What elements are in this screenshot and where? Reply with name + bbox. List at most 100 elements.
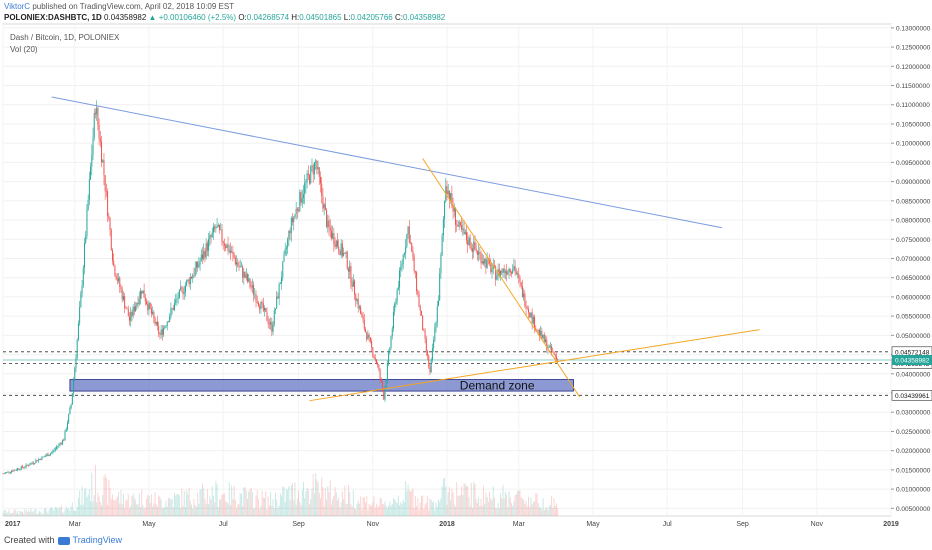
candle-body — [537, 329, 539, 331]
candle-body — [312, 165, 314, 175]
candle-body — [154, 318, 156, 325]
candle-body — [138, 298, 140, 305]
candle-body — [392, 311, 394, 329]
candle-body — [53, 450, 55, 451]
candle-body — [328, 220, 330, 228]
volume-bar — [299, 501, 301, 516]
last-price-tag-label: 0.04358982 — [895, 357, 930, 364]
volume-bar — [169, 497, 171, 516]
candle-body — [408, 226, 410, 243]
candle-body — [509, 268, 511, 273]
volume-bar — [330, 504, 332, 516]
candle-body — [104, 175, 106, 192]
volume-bar — [425, 502, 427, 516]
candle-body — [160, 329, 162, 335]
volume-bar — [210, 499, 212, 516]
volume-bar — [401, 503, 403, 516]
volume-bar — [292, 483, 294, 516]
volume-bar — [429, 498, 431, 516]
candle-body — [25, 464, 27, 468]
volume-bar — [13, 510, 15, 516]
candle-body — [49, 453, 51, 456]
volume-bar — [343, 499, 345, 516]
volume-bar — [195, 506, 197, 516]
candle-body — [210, 235, 212, 238]
candle-body — [420, 310, 422, 316]
candle-body — [220, 229, 222, 230]
candle-body — [355, 294, 357, 301]
volume-bar — [532, 501, 534, 516]
candle-body — [439, 273, 441, 301]
volume-bar — [434, 510, 436, 516]
candle-body — [114, 265, 116, 276]
candle-body — [410, 242, 412, 244]
volume-bar — [216, 484, 218, 516]
volume-bar — [154, 492, 156, 516]
level-tag-label: 0.04572148 — [895, 349, 930, 356]
candle-body — [141, 290, 143, 294]
y-tick-label: 0.01500000 — [896, 467, 931, 474]
candle-body — [188, 279, 190, 285]
volume-bar — [199, 489, 201, 516]
volume-bar — [339, 507, 341, 516]
candle-body — [403, 253, 405, 255]
volume-bar — [502, 484, 504, 516]
volume-bar — [355, 509, 357, 516]
candle-body — [532, 316, 534, 324]
volume-bar — [147, 495, 149, 516]
volume-bar — [513, 501, 515, 516]
volume-bar — [294, 482, 296, 516]
candle-body — [503, 268, 505, 273]
volume-bar — [236, 508, 238, 516]
candle-body — [88, 179, 90, 200]
volume-bar — [344, 485, 346, 516]
volume-bar — [198, 503, 200, 516]
tradingview-brand-link[interactable]: TradingView — [72, 535, 123, 545]
candle-body — [29, 464, 31, 466]
volume-bar — [212, 495, 214, 516]
candle-body — [37, 459, 39, 462]
candle-body — [231, 251, 233, 253]
candle-body — [216, 226, 218, 228]
candle-body — [462, 228, 464, 230]
volume-bar — [94, 464, 96, 516]
volume-bar — [6, 513, 8, 516]
volume-bar — [62, 512, 64, 516]
y-tick-label: 0.09500000 — [896, 160, 931, 167]
volume-bar — [506, 494, 508, 516]
candle-body — [548, 346, 550, 348]
candle-body — [18, 468, 20, 470]
candle-body — [524, 293, 526, 306]
y-tick-label: 0.11000000 — [896, 102, 930, 109]
volume-bar — [418, 509, 420, 516]
volume-bar — [329, 480, 331, 516]
footer: Created with TradingView — [4, 535, 122, 545]
volume-bar — [153, 503, 155, 516]
volume-bar — [102, 495, 104, 516]
candle-body — [182, 287, 184, 295]
candle-body — [542, 334, 544, 339]
candle-body — [91, 155, 93, 167]
candle-body — [119, 277, 121, 288]
candle-body — [424, 330, 426, 339]
volume-bar — [503, 498, 505, 516]
volume-bar — [408, 490, 410, 516]
candle-body — [553, 351, 555, 355]
volume-bar — [238, 503, 240, 516]
candle-body — [19, 469, 21, 470]
volume-bar — [251, 491, 253, 516]
volume-bar — [9, 513, 11, 516]
candle-body — [554, 354, 556, 357]
volume-bar — [296, 498, 298, 516]
candle-body — [64, 431, 66, 441]
volume-bar — [273, 508, 275, 516]
volume-bar — [548, 505, 550, 516]
volume-bar — [268, 505, 270, 516]
author-link[interactable]: ViktorC — [4, 2, 31, 11]
candle-body — [204, 250, 206, 258]
candle-body — [504, 271, 506, 273]
volume-bar — [164, 507, 166, 516]
volume-bar — [427, 495, 429, 516]
candle-body — [481, 261, 483, 264]
